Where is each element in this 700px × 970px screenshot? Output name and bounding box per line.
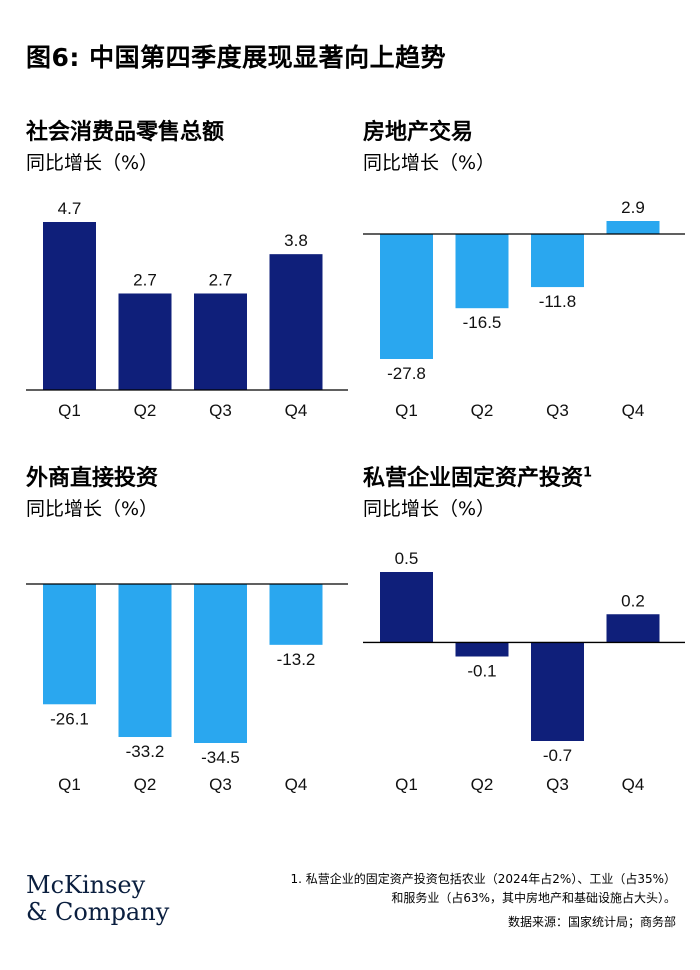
- bar-value-label: 0.2: [621, 591, 645, 610]
- x-tick-label: Q3: [209, 775, 232, 794]
- bar-value-label: -34.5: [201, 748, 240, 767]
- footnote-line-1: 1. 私营企业的固定资产投资包括农业（2024年占2%）、工业（占35%）: [290, 872, 676, 886]
- x-tick-label: Q1: [58, 401, 81, 420]
- chart-panel-real-estate: 房地产交易 同比增长（%） -27.8 Q1 -16.5 Q2 -11.8 Q3 2.9 Q4: [363, 114, 685, 474]
- x-tick-label: Q4: [285, 401, 308, 420]
- data-source: 数据来源：国家统计局；商务部: [507, 915, 676, 929]
- bar-value-label: -27.8: [387, 364, 426, 383]
- bar-q4: [606, 614, 660, 643]
- bar-q4: [269, 254, 323, 390]
- chart-real-estate: -27.8 Q1 -16.5 Q2 -11.8 Q3 2.9 Q4: [363, 198, 685, 420]
- bar-value-label: -11.8: [539, 292, 577, 311]
- chart-title-text: 私营企业固定资产投资: [363, 466, 584, 491]
- x-tick-label: Q4: [622, 775, 645, 794]
- bar-q3: [194, 584, 247, 743]
- chart-title: 私营企业固定资产投资1: [363, 460, 592, 492]
- bar-q2: [455, 642, 509, 657]
- footnote-line-2: 和服务业（占63%，其中房地产和基础设施占大头）。: [391, 891, 676, 905]
- chart-fdi: -26.1 Q1 -33.2 Q2 -34.5 Q3 -13.2 Q4: [26, 583, 348, 794]
- chart-subtitle: 同比增长（%）: [26, 498, 159, 520]
- x-tick-label: Q2: [134, 775, 157, 794]
- logo-line-2: & Company: [26, 898, 170, 926]
- mckinsey-logo: McKinsey & Company: [26, 872, 169, 926]
- chart-title: 外商直接投资: [26, 466, 159, 491]
- bar-value-label: 2.7: [133, 270, 157, 289]
- bar-q4: [606, 221, 660, 235]
- bar-q2: [118, 584, 172, 738]
- bar-value-label: -13.2: [277, 650, 316, 669]
- chart-panel-fdi: 外商直接投资 同比增长（%） -26.1 Q1 -33.2 Q2 -34.5 Q3 -13.…: [26, 460, 348, 820]
- chart-panel-retail-sales: 社会消费品零售总额 同比增长（%） 4.7 Q1 2.7 Q2 2.7 Q3 3.8 Q4: [26, 114, 348, 474]
- x-tick-label: Q3: [546, 401, 569, 420]
- bar-value-label: -33.2: [126, 742, 165, 761]
- bar-q2: [455, 234, 509, 309]
- chart-title: 社会消费品零售总额: [26, 120, 225, 145]
- x-tick-label: Q2: [471, 401, 494, 420]
- chart-subtitle: 同比增长（%）: [26, 152, 159, 174]
- bar-q2: [118, 293, 172, 390]
- x-tick-label: Q1: [395, 775, 418, 794]
- bar-q3: [531, 234, 584, 288]
- bar-value-label: 2.9: [621, 198, 645, 217]
- x-tick-label: Q3: [209, 401, 232, 420]
- x-tick-label: Q4: [622, 401, 645, 420]
- bar-q3: [194, 293, 247, 390]
- bar-value-label: -26.1: [50, 709, 89, 728]
- bar-value-label: -0.1: [467, 662, 496, 681]
- chart-subtitle: 同比增长（%）: [363, 498, 496, 520]
- bar-q1: [43, 584, 96, 705]
- x-tick-label: Q1: [395, 401, 418, 420]
- page-title: 图6: 中国第四季度展现显著向上趋势: [26, 43, 447, 72]
- chart-panel-private-fai: 私营企业固定资产投资1 同比增长（%） 0.5 Q1 -0.1 Q2 -0.7 Q3 0.2…: [363, 460, 685, 820]
- logo-line-1: McKinsey: [26, 871, 146, 899]
- bar-value-label: 4.7: [58, 199, 82, 218]
- chart-retail-sales: 4.7 Q1 2.7 Q2 2.7 Q3 3.8 Q4: [26, 199, 348, 420]
- x-tick-label: Q2: [134, 401, 157, 420]
- x-tick-label: Q4: [285, 775, 308, 794]
- chart-title: 房地产交易: [363, 120, 474, 145]
- x-tick-label: Q1: [58, 775, 81, 794]
- chart-subtitle: 同比增长（%）: [363, 152, 496, 174]
- bar-value-label: 0.5: [395, 549, 419, 568]
- footnote-marker: 1: [583, 465, 593, 481]
- bar-q1: [380, 572, 433, 643]
- x-tick-label: Q3: [546, 775, 569, 794]
- bar-value-label: -0.7: [543, 746, 572, 765]
- bar-value-label: 3.8: [284, 231, 308, 250]
- bar-q1: [43, 222, 96, 390]
- bar-value-label: -16.5: [463, 313, 502, 332]
- chart-private-fai: 0.5 Q1 -0.1 Q2 -0.7 Q3 0.2 Q4: [363, 549, 685, 794]
- x-tick-label: Q2: [471, 775, 494, 794]
- bar-value-label: 2.7: [209, 270, 233, 289]
- bar-q4: [269, 584, 323, 645]
- bar-q1: [380, 234, 433, 359]
- bar-q3: [531, 642, 584, 741]
